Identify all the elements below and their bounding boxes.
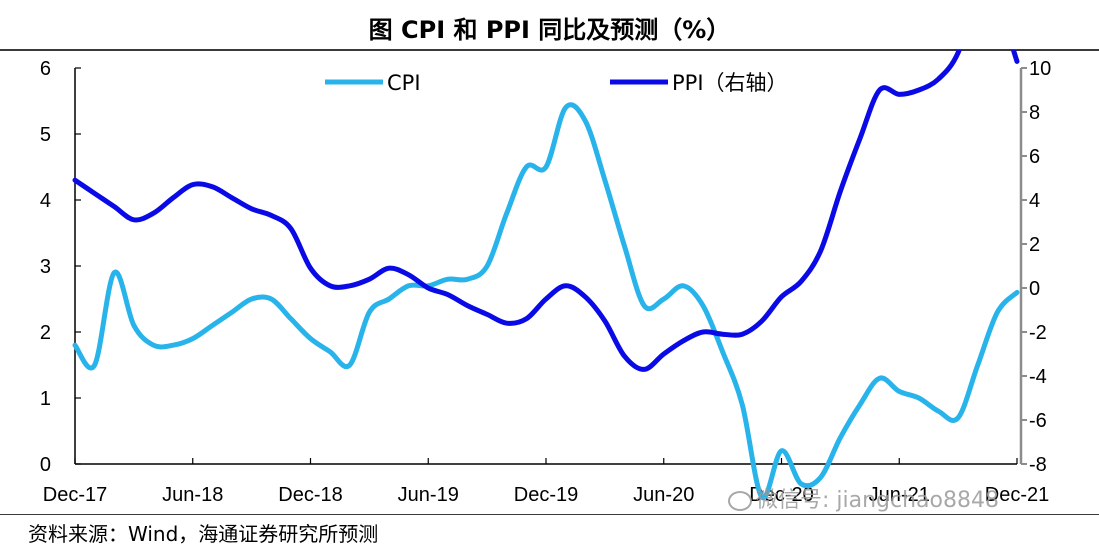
right-tick-label: -2 [1029, 322, 1047, 344]
right-tick-label: -6 [1029, 410, 1047, 432]
watermark: 微信号: jiangchao8848 [728, 482, 999, 514]
left-tick-label: 3 [40, 256, 51, 278]
chart-legend: CPI PPI（右轴） [325, 71, 788, 95]
x-tick-label: Jun-19 [398, 484, 459, 506]
right-tick-label: 8 [1029, 102, 1040, 124]
chart-ticks: 0 1 2 3 4 5 6 -8 -6 -4 -2 0 2 4 6 8 10 Dec-17 Jun-18 Dec-18… [40, 58, 1051, 506]
x-tick-label: Jun-18 [162, 484, 223, 506]
source-note: 资料来源：Wind，海通证券研究所预测 [28, 522, 379, 546]
left-tick-label: 2 [40, 322, 51, 344]
x-tick-label: Jun-21 [869, 484, 930, 506]
watermark-text: 微信号: jiangchao8848 [756, 488, 999, 513]
right-tick-label: 2 [1029, 234, 1040, 256]
x-tick-label: Jun-20 [633, 484, 694, 506]
left-tick-label: 0 [40, 454, 51, 476]
legend-label-1: PPI（右轴） [672, 71, 788, 95]
legend-label-0: CPI [387, 71, 421, 95]
left-tick-label: 5 [40, 124, 51, 146]
footer-divider [0, 514, 1099, 515]
right-tick-label: -4 [1029, 366, 1047, 388]
chart-axes [74, 68, 1023, 465]
cpi-ppi-chart: 0 1 2 3 4 5 6 -8 -6 -4 -2 0 2 4 6 8 10 Dec-17 Jun-18 Dec-18… [40, 50, 1051, 506]
right-tick-label: 4 [1029, 190, 1040, 212]
right-tick-label: 6 [1029, 146, 1040, 168]
right-tick-label: -8 [1029, 454, 1047, 476]
left-tick-label: 6 [40, 58, 51, 80]
chart-title: 图 CPI 和 PPI 同比及预测（%） [368, 16, 731, 44]
chart-lines [72, 50, 1020, 501]
right-tick-label: 10 [1029, 58, 1051, 80]
x-tick-label: Dec-17 [43, 484, 107, 506]
x-tick-label: Dec-21 [985, 484, 1049, 506]
right-tick-label: 0 [1029, 278, 1040, 300]
x-tick-label: Dec-20 [749, 484, 813, 506]
title-divider [0, 49, 1099, 51]
x-tick-label: Dec-19 [514, 484, 578, 506]
wechat-icon [728, 491, 752, 511]
left-tick-label: 4 [40, 190, 51, 212]
left-tick-label: 1 [40, 388, 51, 410]
x-tick-label: Dec-18 [278, 484, 342, 506]
